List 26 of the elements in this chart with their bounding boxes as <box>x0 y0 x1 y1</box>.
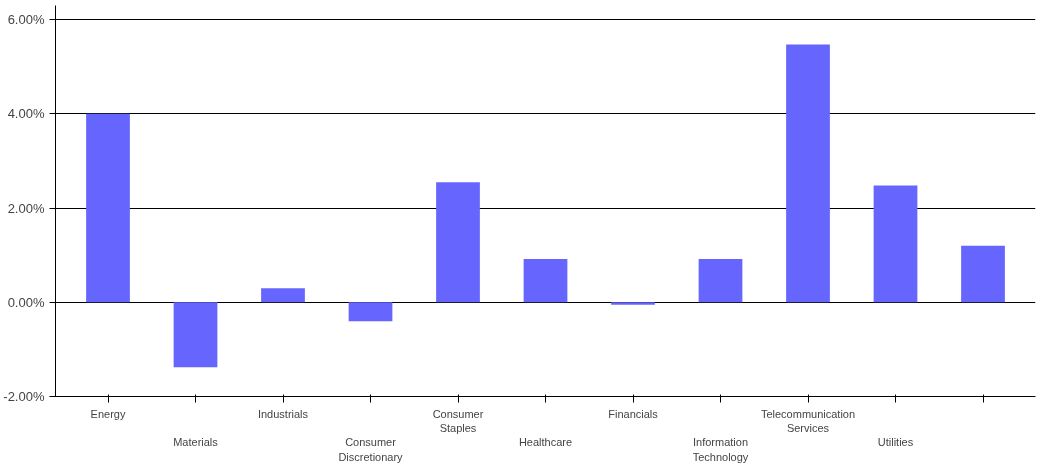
x-tick-label: Information Technology <box>692 436 749 463</box>
bar <box>348 302 393 322</box>
bar <box>961 245 1005 303</box>
x-tick-label: Financials <box>608 407 659 420</box>
y-tick-label: -2.00% <box>3 389 45 404</box>
x-tick-label: Consumer Staples <box>432 407 484 434</box>
x-tick-label: Energy <box>90 407 126 420</box>
x-tick-label: Telecommunication Services <box>760 407 856 434</box>
x-tick-label: Industrials <box>257 407 309 420</box>
bar <box>86 113 130 303</box>
y-tick-label: 2.00% <box>7 200 45 216</box>
bar <box>786 44 830 303</box>
x-tick-label: Materials <box>173 436 219 449</box>
y-tick-label: 4.00% <box>7 106 45 122</box>
x-tick-label: Healthcare <box>518 436 573 449</box>
x-tick-label: Consumer Discretionary <box>338 436 404 463</box>
bar <box>261 288 305 303</box>
bar <box>173 302 218 368</box>
bar <box>436 182 480 303</box>
bar <box>873 185 918 303</box>
bar <box>698 258 743 303</box>
x-tick-label: Utilities <box>877 436 914 449</box>
bar <box>611 302 655 305</box>
bar <box>523 258 568 303</box>
y-tick-label: 6.00% <box>7 12 45 28</box>
y-tick-label: 0.00% <box>7 294 45 310</box>
